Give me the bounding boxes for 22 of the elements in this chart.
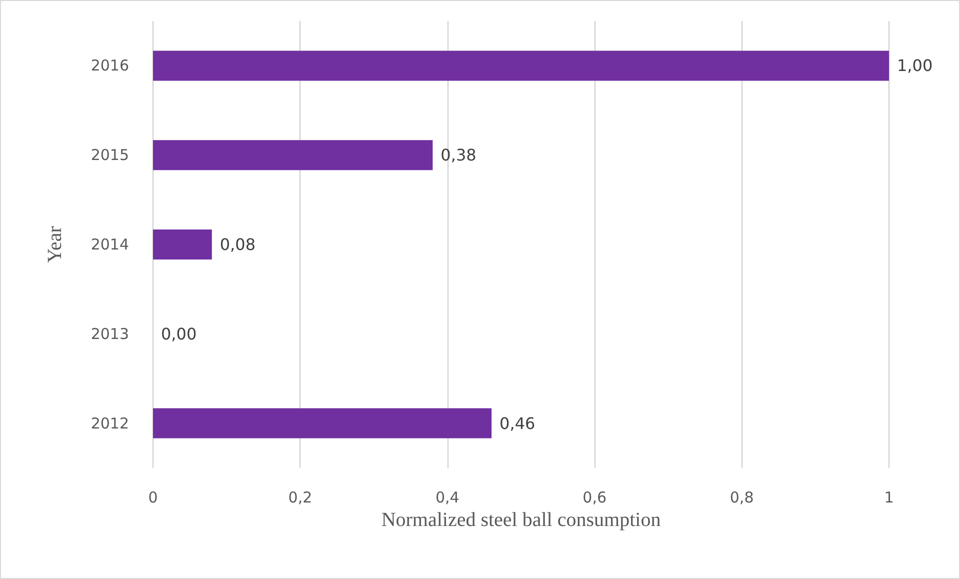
y-tick-label: 2012: [90, 414, 129, 432]
bar: [153, 408, 492, 438]
x-tick-label: 1: [884, 488, 894, 506]
y-tick-label: 2014: [90, 236, 129, 254]
y-tick-label: 2013: [90, 324, 129, 343]
data-label: 0,46: [500, 414, 536, 433]
x-axis-title: Normalized steel ball consumption: [381, 508, 661, 531]
bar: [153, 50, 889, 81]
x-tick-label: 0,6: [582, 488, 607, 506]
x-tick-label: 0,2: [288, 488, 312, 506]
x-tick-label: 0,4: [435, 488, 460, 506]
data-label: 1,00: [897, 56, 933, 76]
data-label: 0,08: [220, 235, 256, 254]
x-tick-label: 0: [148, 488, 158, 506]
bar: [153, 140, 433, 170]
y-tick-label: 2016: [90, 56, 129, 75]
data-label: 0,38: [440, 146, 476, 165]
y-tick-label: 2015: [90, 146, 129, 164]
bar: [153, 230, 212, 260]
y-axis-title: Year: [44, 226, 66, 263]
data-label: 0,00: [161, 324, 197, 344]
x-tick-label: 0,8: [730, 488, 754, 506]
